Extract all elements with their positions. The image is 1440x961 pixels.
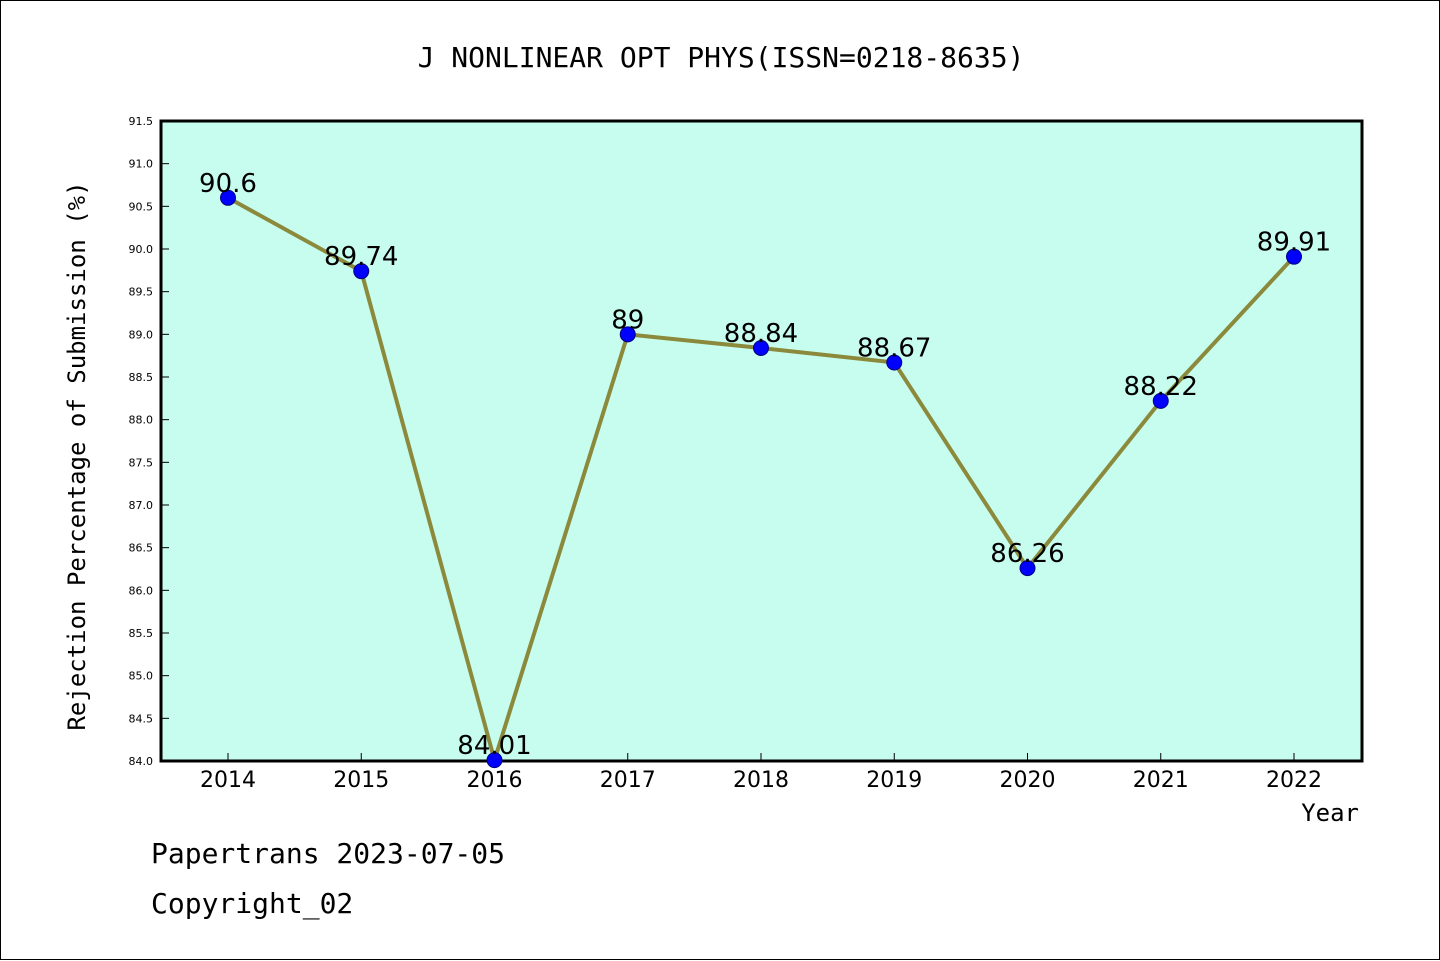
x-tick-label: 2021 (1133, 768, 1189, 793)
data-label-2022: 89.91 (1257, 228, 1331, 258)
y-tick-label: 86.0 (129, 584, 154, 597)
y-tick-label: 89.5 (129, 286, 154, 299)
y-tick-label: 90.5 (129, 200, 154, 213)
data-label-2015: 89.74 (324, 242, 398, 272)
y-tick-label: 85.5 (129, 627, 154, 640)
footer-copyright-text: Copyright_02 (151, 887, 354, 920)
y-tick-label: 84.5 (129, 712, 154, 725)
data-point-2014 (220, 189, 236, 206)
data-point-2020 (1019, 560, 1036, 577)
y-axis-label: Rejection Percentage of Submission (%) (63, 181, 91, 730)
y-tick-label: 86.5 (129, 542, 154, 555)
data-label-2016: 84.01 (457, 731, 531, 761)
data-label-2014: 90.6 (199, 169, 257, 199)
y-axis-ticks: 84.0 84.5 85.0 85.5 86.0 86.5 87.0 87.5 88.0 88.5… (129, 115, 169, 768)
x-axis-ticks: 2014 2015 2016 2017 2018 2019 2020 2021 2022 (200, 753, 1322, 793)
data-point-2017 (619, 326, 636, 343)
x-axis-label: Year (1301, 799, 1359, 827)
x-tick-label: 2020 (1000, 768, 1056, 793)
x-tick-label: 2014 (200, 768, 256, 793)
x-tick-label: 2018 (733, 768, 789, 793)
data-point-2022 (1286, 248, 1302, 265)
data-label-2019: 88.67 (857, 333, 931, 363)
y-tick-label: 89.0 (129, 328, 154, 341)
y-tick-label: 88.5 (129, 371, 154, 384)
y-tick-label: 88.0 (129, 414, 154, 427)
y-tick-label: 85.0 (129, 670, 154, 683)
data-points (220, 189, 1302, 769)
x-tick-label: 2015 (333, 768, 389, 793)
data-point-2019 (886, 354, 903, 371)
data-point-2018 (753, 339, 769, 356)
y-tick-label: 90.0 (129, 243, 154, 256)
data-point-2021 (1152, 392, 1169, 409)
y-tick-label: 91.0 (129, 158, 154, 171)
y-tick-label: 87.5 (129, 456, 154, 469)
y-tick-label: 91.5 (129, 115, 154, 128)
data-point-2015 (353, 263, 370, 280)
x-tick-label: 2022 (1266, 768, 1322, 793)
plot-area (159, 119, 1364, 763)
x-tick-label: 2016 (467, 768, 523, 793)
y-tick-label: 84.0 (129, 755, 154, 768)
footer-date-text: Papertrans 2023-07-05 (151, 837, 506, 870)
data-label-2021: 88.22 (1124, 372, 1198, 402)
data-label-2018: 88.84 (724, 319, 798, 349)
x-tick-label: 2017 (600, 768, 656, 793)
data-label-2020: 86.26 (990, 539, 1064, 569)
chart-title: J NONLINEAR OPT PHYS(ISSN=0218-8635) (418, 41, 1025, 74)
data-label-2017: 89 (611, 305, 644, 335)
x-tick-label: 2019 (866, 768, 922, 793)
y-tick-label: 87.0 (129, 499, 154, 512)
data-labels: 90.6 89.74 84.01 89 88.84 88.67 86.26 88.22 89.9… (199, 169, 1331, 761)
data-point-2016 (486, 752, 503, 769)
